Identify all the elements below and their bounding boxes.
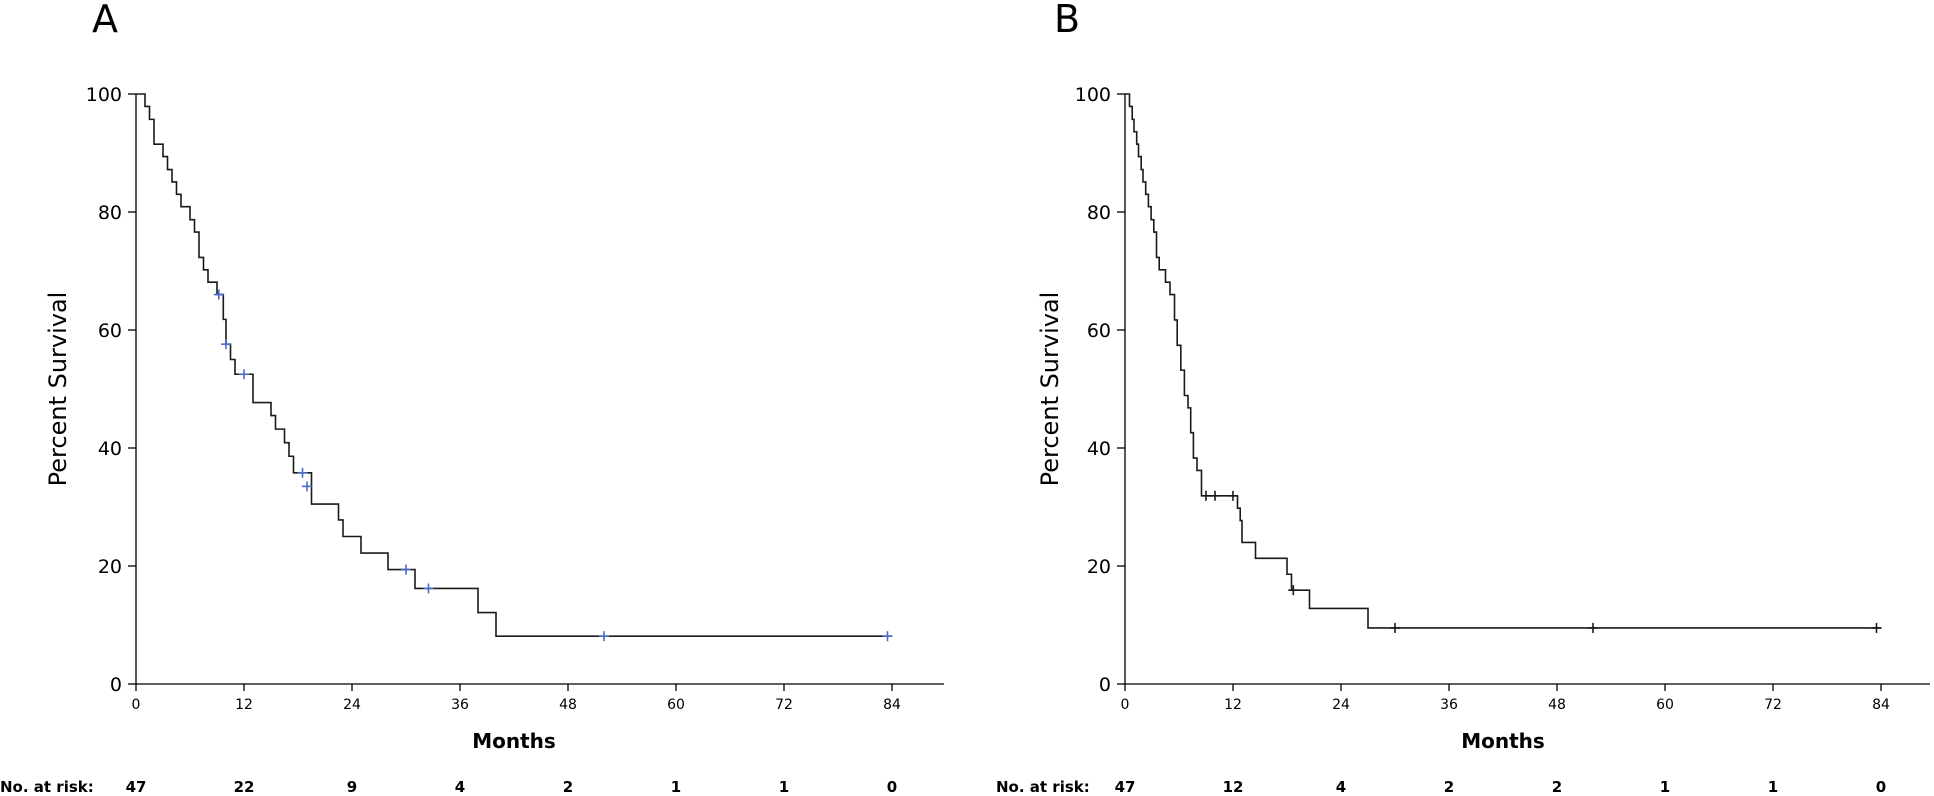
x-tick-label: 48 [1548,697,1566,713]
y-tick-label: 40 [98,438,122,460]
y-tick-label: 80 [1087,202,1111,224]
x-axis-title: Months [472,729,556,753]
censor-mark [1210,490,1220,501]
x-tick-label: 0 [1121,697,1130,713]
x-tick-label: 60 [667,697,685,713]
x-tick-label: 24 [1332,697,1350,713]
censor-mark [1588,622,1598,633]
risk-table-value: 1 [779,778,789,796]
x-tick-label: 12 [235,697,253,713]
risk-table-value: 9 [347,778,357,796]
x-tick-label: 60 [1656,697,1674,713]
censor-mark [1390,622,1400,633]
km-survival-curve [136,93,892,638]
risk-table-value: 22 [234,778,255,796]
censor-mark [401,564,411,575]
y-tick-label: 80 [98,202,122,224]
censor-mark [1201,490,1211,501]
x-tick-label: 72 [1764,697,1782,713]
censor-mark [302,481,312,492]
y-tick-label: 60 [98,320,122,342]
y-axis-title: Percent Survival [1036,292,1064,487]
x-tick-label: 72 [775,697,793,713]
censor-mark [213,289,224,300]
censor-mark [1228,490,1238,501]
risk-table-label: No. at risk: [0,778,94,796]
risk-table-value: 47 [126,778,147,796]
risk-table-value: 2 [563,778,573,796]
risk-table-value: 0 [887,778,897,796]
risk-table-value: 1 [671,778,681,796]
panel-label: A [92,0,118,41]
y-tick-label: 60 [1087,320,1111,342]
y-tick-label: 40 [1087,438,1111,460]
x-tick-label: 36 [1440,697,1458,713]
x-tick-label: 12 [1224,697,1242,713]
x-tick-label: 36 [451,697,469,713]
x-axis-title: Months [1461,729,1545,753]
x-tick-label: 24 [343,697,361,713]
risk-table-label: No. at risk: [996,778,1090,796]
panel-label: B [1054,0,1080,41]
y-axis-title: Percent Survival [44,292,72,487]
risk-table-value: 1 [1660,778,1670,796]
risk-table-value: 0 [1876,778,1886,796]
y-tick-label: 100 [86,84,122,106]
x-tick-label: 0 [132,697,141,713]
censor-mark [423,583,434,594]
risk-table-value: 2 [1552,778,1562,796]
risk-table-value: 4 [1336,778,1346,796]
y-tick-label: 20 [98,556,122,578]
censor-mark [599,631,609,642]
censor-mark [221,339,231,350]
y-tick-label: 0 [110,674,122,696]
risk-table-value: 47 [1115,778,1136,796]
y-tick-label: 0 [1099,674,1111,696]
x-tick-label: 48 [559,697,577,713]
censor-mark [1288,585,1299,596]
x-tick-label: 84 [1872,697,1890,713]
y-tick-label: 20 [1087,556,1111,578]
risk-table-value: 2 [1444,778,1454,796]
risk-table-value: 12 [1223,778,1244,796]
censor-mark [1871,622,1882,633]
censor-mark [239,369,249,380]
censor-mark [882,631,893,642]
risk-table-value: 1 [1768,778,1778,796]
censor-mark [297,467,308,478]
km-survival-curve [1125,93,1881,629]
risk-table-value: 4 [455,778,465,796]
x-tick-label: 84 [883,697,901,713]
y-tick-label: 100 [1075,84,1111,106]
